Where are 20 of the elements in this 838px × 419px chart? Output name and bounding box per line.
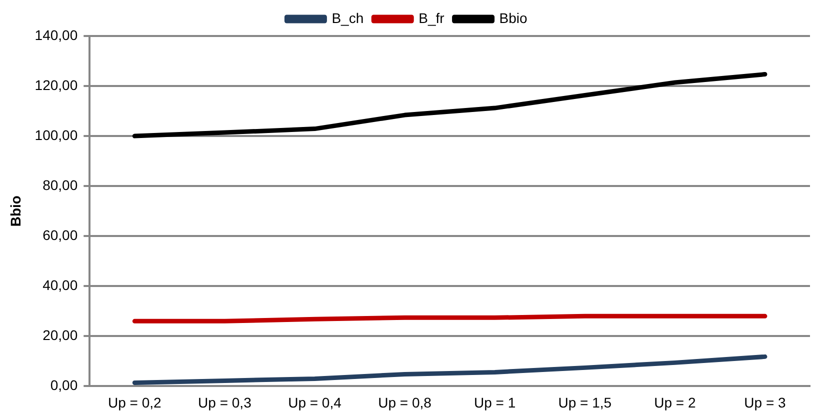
y-tick-label: 80,00 <box>42 176 78 193</box>
y-axis-title: Bbio <box>7 196 24 227</box>
y-tick-label: 60,00 <box>42 226 78 243</box>
x-tick-label: Up = 2 <box>654 394 696 410</box>
x-tick-label: Up = 0,3 <box>198 394 252 410</box>
legend-label: B_fr <box>418 10 445 26</box>
y-tick-label: 140,00 <box>34 26 78 43</box>
x-tick-label: Up = 0,2 <box>108 394 162 410</box>
legend-label: B_ch <box>332 10 364 26</box>
x-tick-label: Up = 1,5 <box>558 394 612 410</box>
legend-label: Bbio <box>499 10 528 26</box>
x-tick-label: Up = 3 <box>744 394 786 410</box>
x-tick-label: Up = 0,8 <box>378 394 432 410</box>
x-tick-label: Up = 0,4 <box>288 394 342 410</box>
y-tick-label: 0,00 <box>50 377 78 394</box>
y-tick-label: 120,00 <box>34 76 78 93</box>
x-tick-label: Up = 1 <box>474 394 516 410</box>
y-tick-label: 20,00 <box>42 327 78 344</box>
y-tick-label: 100,00 <box>34 126 78 143</box>
y-tick-label: 40,00 <box>42 277 78 293</box>
